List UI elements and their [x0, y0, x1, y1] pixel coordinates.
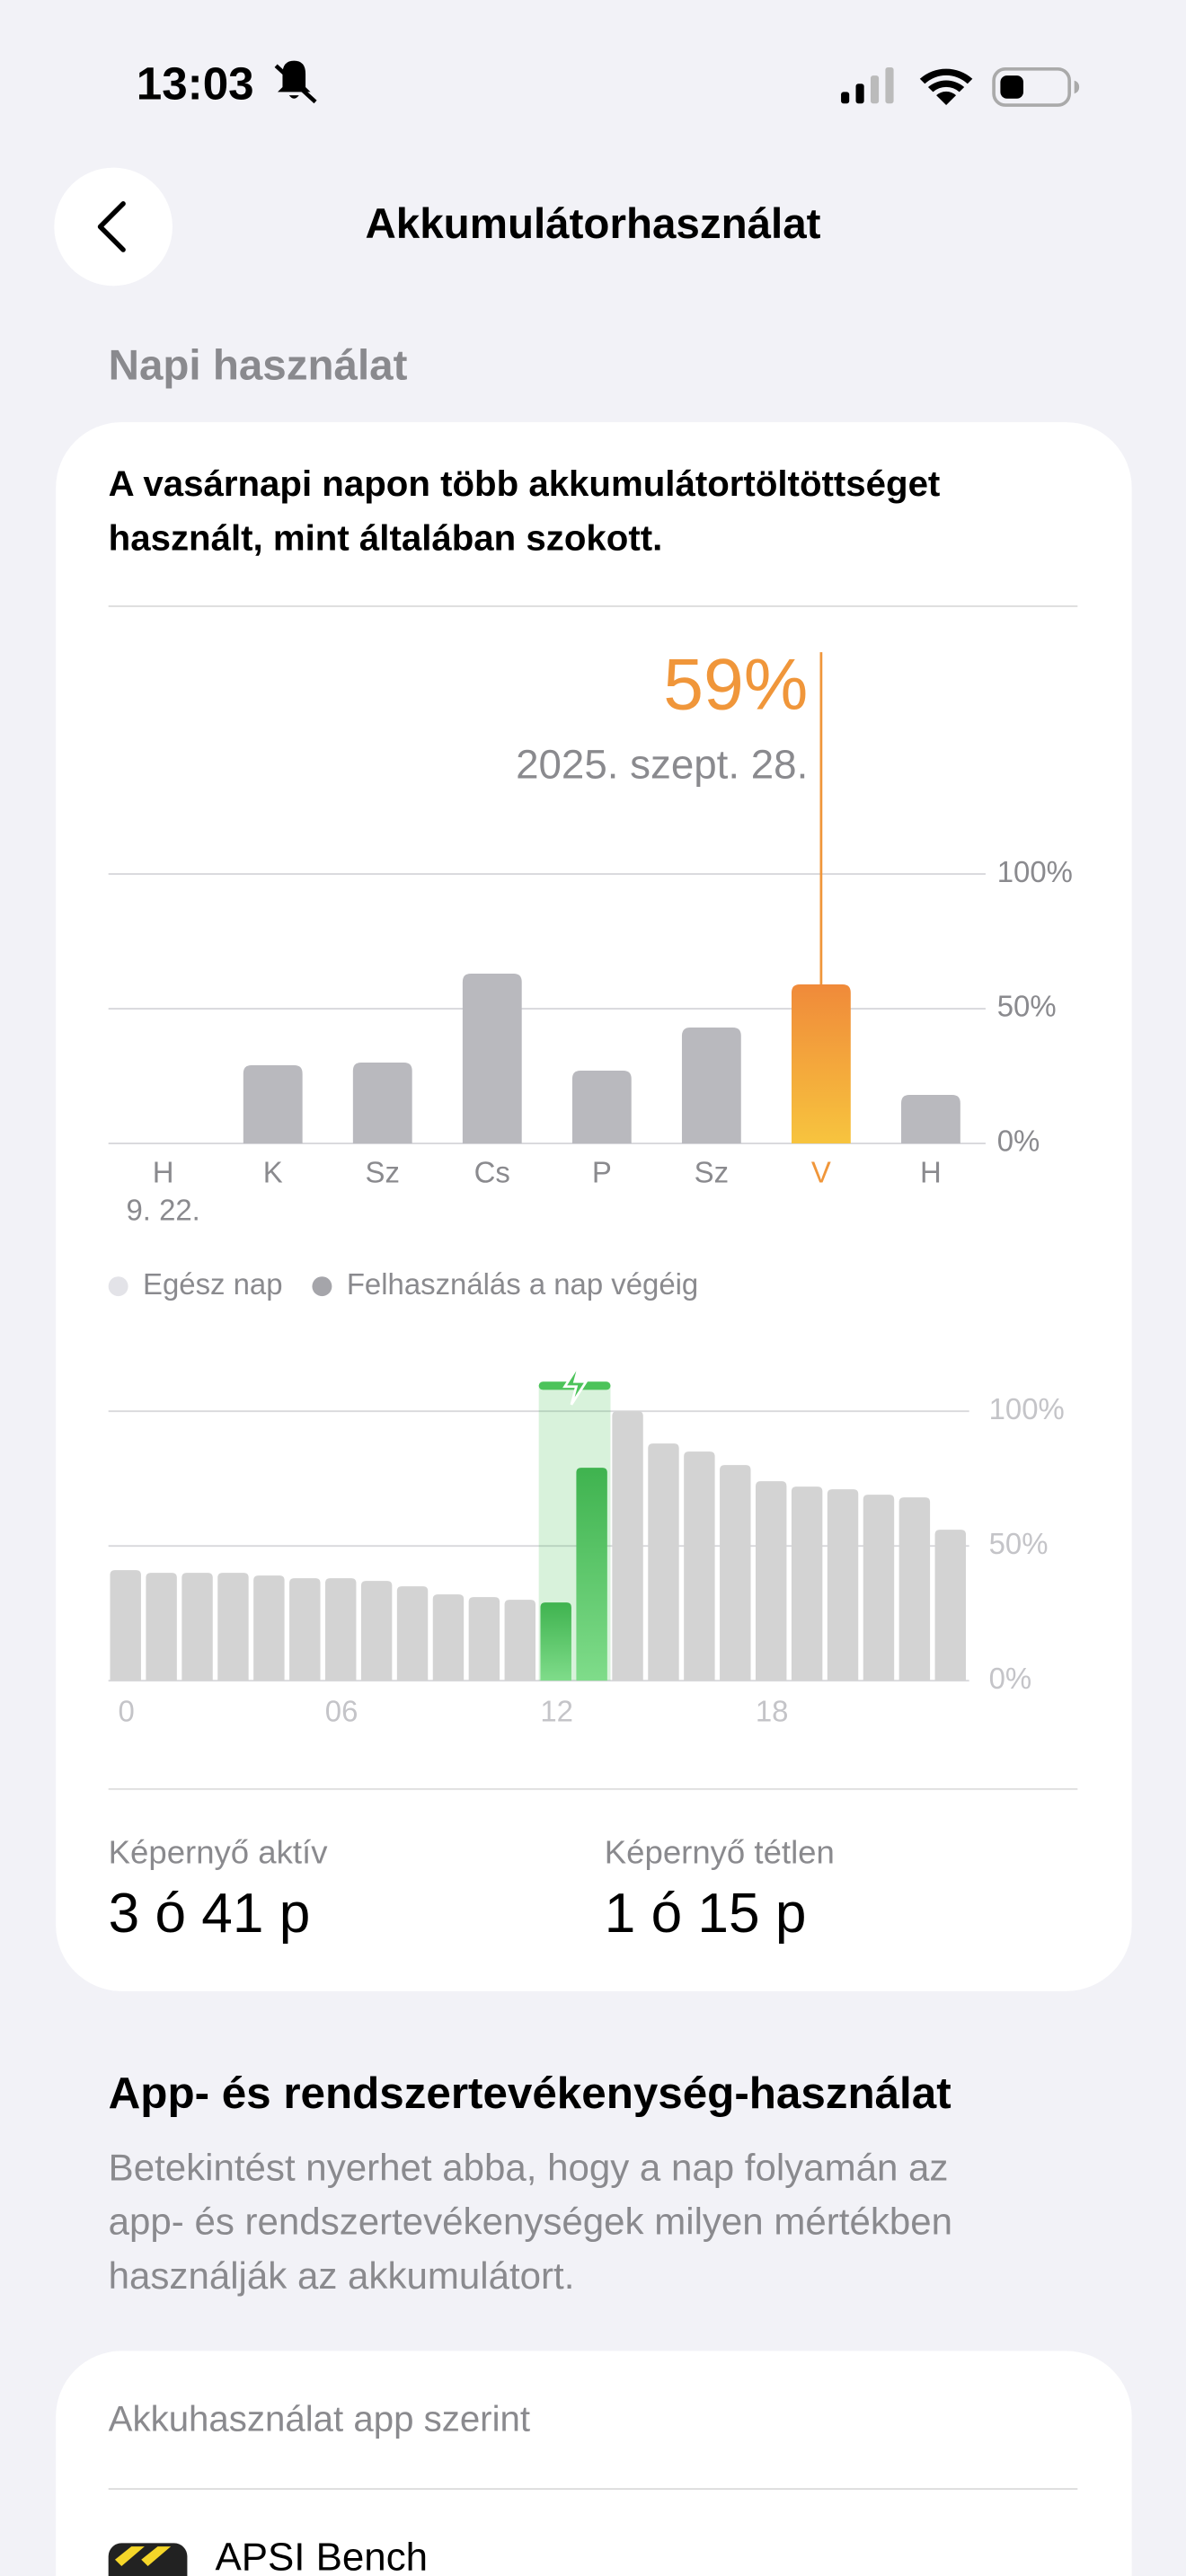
bar — [352, 1063, 412, 1144]
charts: 0% 50% 100% H 9. 22. K Sz Cs P Sz V 59% 2025. szept.… — [108, 644, 1073, 1727]
y-tick-label: 0% — [989, 1662, 1032, 1695]
bar — [648, 1443, 679, 1681]
bar — [684, 1451, 715, 1681]
bar — [720, 1465, 751, 1681]
x-tick-label: Sz — [695, 1155, 729, 1188]
x-tick-label: H — [920, 1155, 942, 1188]
app-name[interactable]: APSI Bench — [216, 2535, 429, 2576]
apps-title: Akkuhasználat app szerint — [109, 2399, 530, 2439]
bar — [253, 1575, 285, 1681]
message-line: A vasárnapi napon több akkumulátortöltöt… — [109, 463, 941, 504]
activity-text: használják az akkumulátort. — [109, 2254, 575, 2297]
legend-label: Egész nap — [143, 1267, 282, 1301]
clock: 13:03 — [137, 57, 254, 109]
bar — [827, 1489, 859, 1681]
x-tick-label: 18 — [756, 1694, 789, 1727]
bar — [901, 1095, 960, 1144]
x-tick-label: 06 — [325, 1694, 358, 1727]
bar — [612, 1411, 643, 1681]
apps-card — [56, 2351, 1132, 2576]
y-tick-label: 0% — [997, 1125, 1040, 1158]
highlight-value: 59% — [663, 644, 808, 725]
usage-card — [56, 422, 1132, 1991]
y-tick-label: 100% — [989, 1392, 1065, 1425]
x-tick-label: P — [592, 1155, 612, 1188]
app-icon — [108, 2543, 188, 2576]
bar — [681, 1028, 741, 1144]
activity-text: Betekintést nyerhet abba, hogy a nap fol… — [109, 2146, 949, 2188]
bar — [791, 984, 851, 1144]
bar — [432, 1594, 465, 1681]
bar — [396, 1586, 429, 1681]
page-title: Akkumulátorhasználat — [365, 200, 820, 248]
bar — [243, 1065, 303, 1144]
bar — [181, 1573, 213, 1681]
bar — [540, 1602, 571, 1681]
y-tick-label: 50% — [989, 1527, 1049, 1560]
bar — [898, 1497, 931, 1681]
stat-value: 3 ó 41 p — [109, 1883, 311, 1945]
status-icons — [274, 60, 1080, 107]
highlight-date: 2025. szept. 28. — [516, 741, 808, 787]
legend-swatch — [108, 1276, 128, 1297]
back-button[interactable] — [54, 167, 173, 287]
stat-label: Képernyő aktív — [109, 1834, 329, 1871]
bar — [217, 1573, 249, 1681]
x-date-label: 9. 22. — [127, 1194, 200, 1227]
bar — [462, 974, 522, 1144]
back-chevron — [97, 201, 126, 252]
stat-label: Képernyő tétlen — [605, 1834, 835, 1871]
bar — [146, 1573, 177, 1681]
x-tick-label: K — [263, 1155, 283, 1188]
legend-swatch — [312, 1276, 332, 1297]
bar — [863, 1495, 895, 1681]
x-tick-label: V — [811, 1155, 831, 1188]
bar — [468, 1597, 500, 1681]
x-tick-label: Sz — [366, 1155, 400, 1188]
section-title: Napi használat — [109, 341, 408, 389]
legend-label: Felhasználás a nap végéig — [347, 1267, 698, 1301]
y-tick-label: 50% — [997, 990, 1057, 1023]
activity-text: app- és rendszertevékenységek milyen mér… — [109, 2201, 952, 2243]
bar — [110, 1570, 141, 1681]
stat-value: 1 ó 15 p — [605, 1883, 807, 1945]
x-tick-label: Cs — [474, 1155, 510, 1188]
bar — [576, 1468, 607, 1681]
bar — [571, 1071, 632, 1144]
bar — [934, 1530, 967, 1681]
charging-bolt — [562, 1363, 589, 1406]
bar — [791, 1486, 823, 1681]
bar — [504, 1600, 536, 1681]
y-tick-label: 100% — [997, 855, 1073, 888]
bar — [324, 1578, 357, 1681]
x-tick-label: 0 — [118, 1694, 134, 1727]
x-tick-label: H — [153, 1155, 174, 1188]
x-tick-label: 12 — [540, 1694, 573, 1727]
bar — [755, 1481, 787, 1681]
bar — [289, 1578, 321, 1681]
message-line: használt, mint általában szokott. — [109, 517, 663, 558]
bar — [360, 1581, 393, 1681]
activity-title: App- és rendszertevékenység-használat — [109, 2069, 951, 2118]
